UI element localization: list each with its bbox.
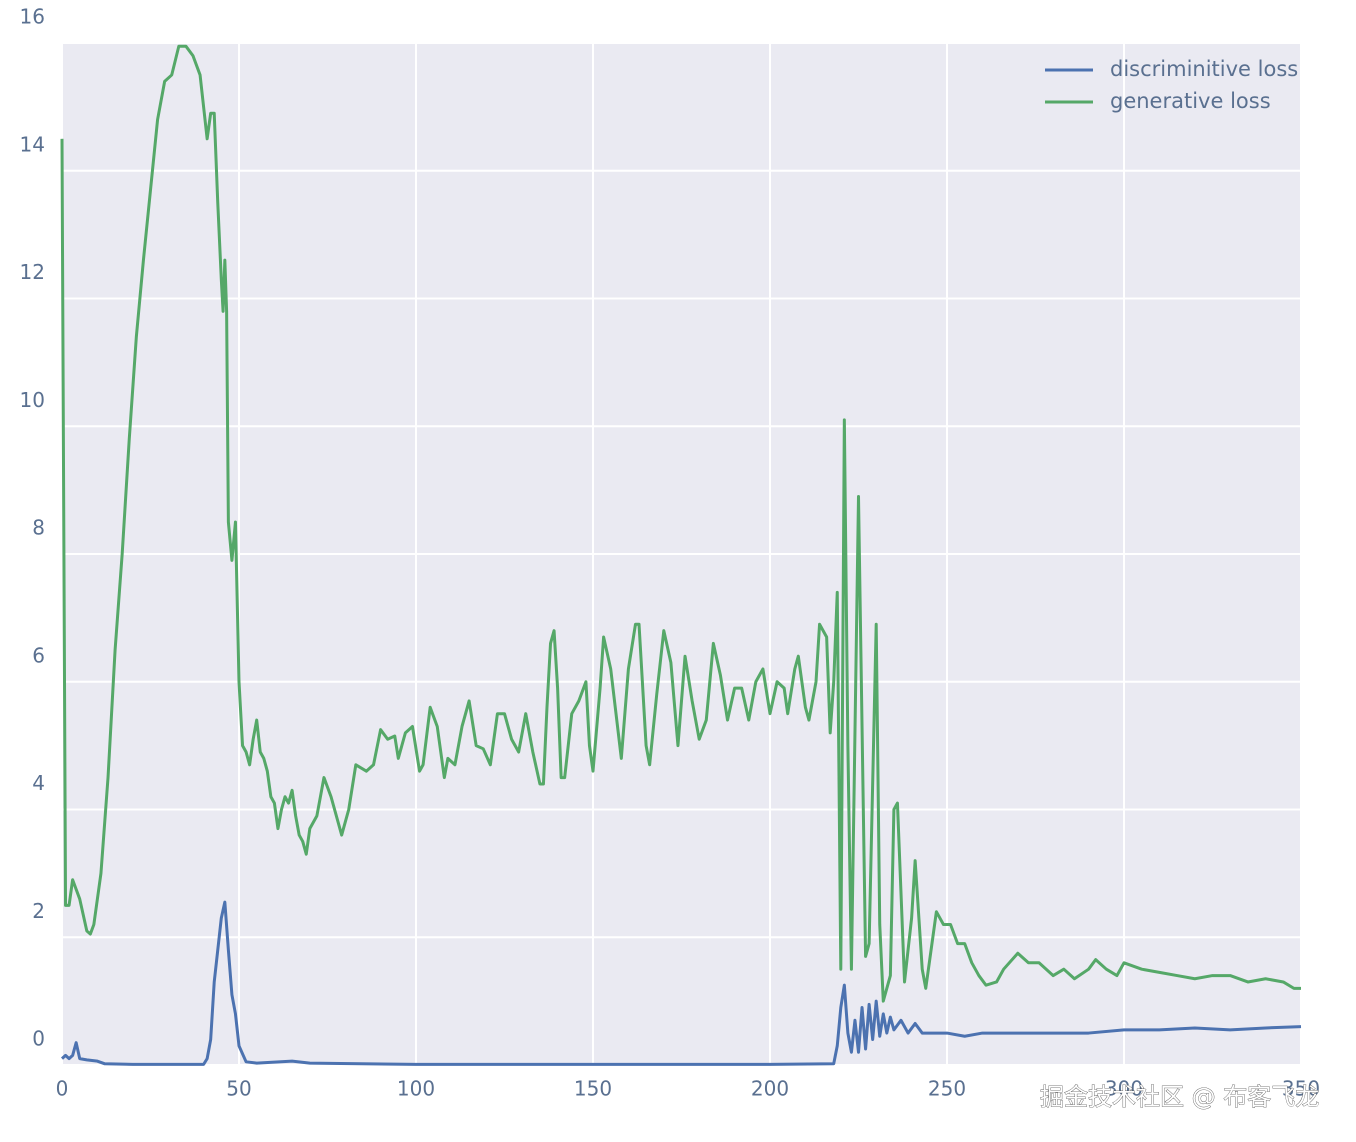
x-tick-label: 150 — [574, 1077, 612, 1101]
y-tick-label: 10 — [20, 388, 45, 412]
x-tick-label: 350 — [1282, 1077, 1320, 1101]
x-tick-label: 100 — [397, 1077, 435, 1101]
line — [60, 900, 1302, 1066]
y-tick-label: 0 — [32, 1027, 45, 1051]
watermark: 掘金技术社区 @ 布客飞龙 — [1040, 1083, 1319, 1111]
x-tick-label: 0 — [56, 1077, 69, 1101]
y-tick-label: 16 — [20, 5, 45, 29]
line — [60, 44, 1301, 1003]
x-tick-label: 200 — [751, 1077, 789, 1101]
legend-label: discriminitive loss — [1110, 57, 1298, 81]
y-tick-label: 2 — [32, 899, 45, 923]
x-tick-label: 50 — [226, 1077, 251, 1101]
y-tick-label: 8 — [32, 516, 45, 540]
x-tick-label: 300 — [1105, 1077, 1143, 1101]
x-tick-label: 250 — [928, 1077, 966, 1101]
y-tick-label: 4 — [32, 771, 45, 795]
legend-label: generative loss — [1110, 89, 1271, 113]
y-tick-label: 12 — [20, 260, 45, 284]
y-tick-label: 14 — [20, 132, 45, 156]
y-tick-label: 6 — [32, 643, 45, 667]
